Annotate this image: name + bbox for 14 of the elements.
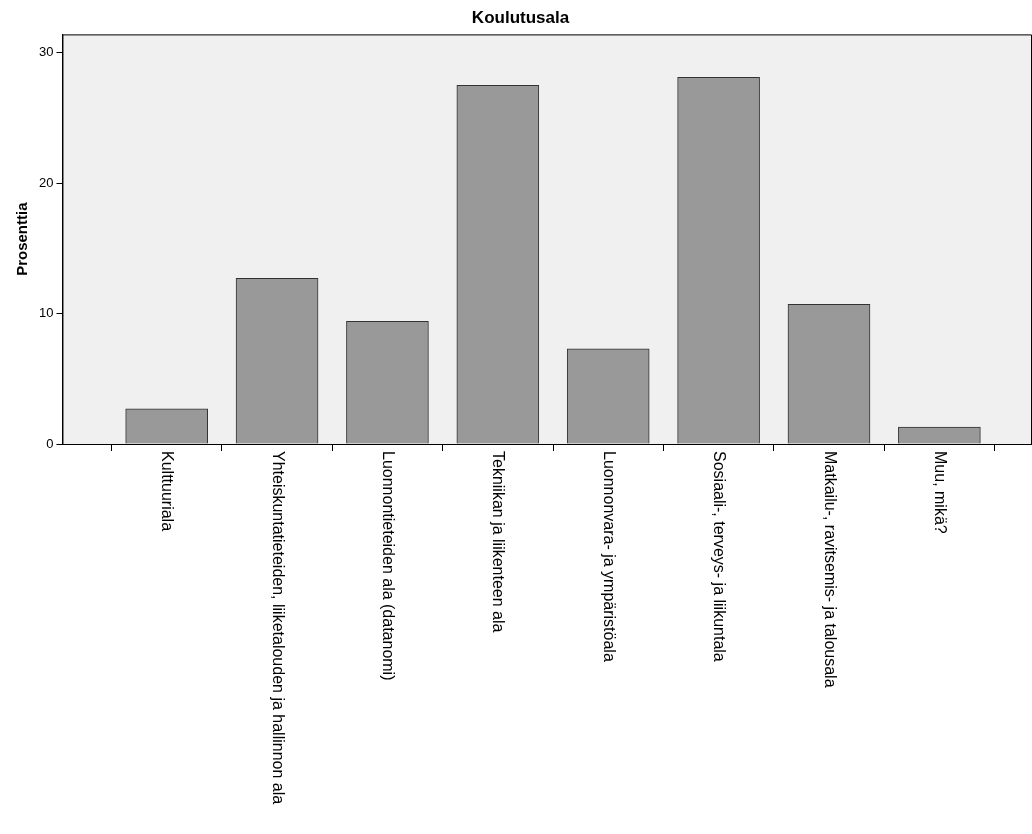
- x-tick-label: Muu, mikä?: [931, 451, 949, 534]
- x-tick-label: Luonnonvara- ja ympäristöala: [600, 451, 618, 662]
- y-axis-title: Prosenttia: [13, 201, 31, 276]
- y-tick-label: 20: [38, 174, 54, 190]
- x-tick-label: Yhteiskuntatieteiden, liiketalouden ja hallinnon ala: [269, 451, 287, 805]
- x-tick-label: Tekniikan ja liikenteen ala: [490, 451, 508, 633]
- y-tick-label: 0: [46, 435, 54, 451]
- x-tick-label: Kulttuuriala: [159, 451, 177, 532]
- x-tick-label: Luonnontieteiden ala (datanomi): [380, 451, 398, 681]
- y-tick-label: 10: [38, 305, 54, 321]
- chart-title: Koulutusala: [471, 7, 570, 27]
- x-tick-label: Matkailu-, ravitsemis- ja talousala: [821, 451, 839, 688]
- x-tick-label: Sosiaali-, terveys- ja liikuntala: [711, 451, 729, 662]
- y-tick-label: 30: [38, 44, 54, 60]
